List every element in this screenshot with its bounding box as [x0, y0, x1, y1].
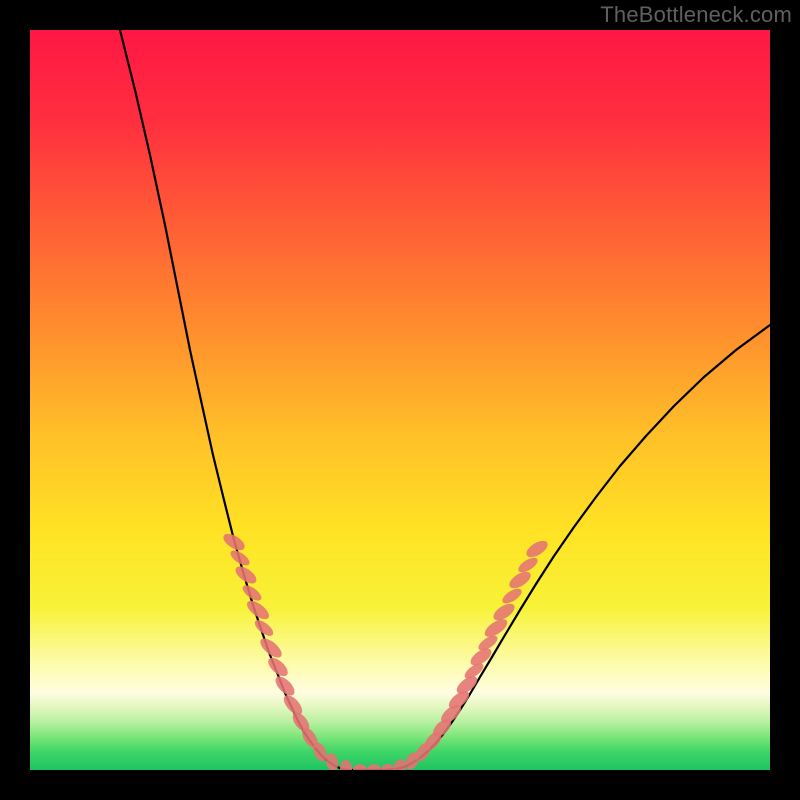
curve-marker: [381, 764, 395, 776]
chart-container: TheBottleneck.com: [0, 0, 800, 800]
curve-marker: [367, 764, 381, 776]
chart-svg: [0, 0, 800, 800]
curve-marker: [353, 764, 367, 776]
watermark-text: TheBottleneck.com: [600, 2, 792, 28]
gradient-background: [30, 30, 770, 770]
